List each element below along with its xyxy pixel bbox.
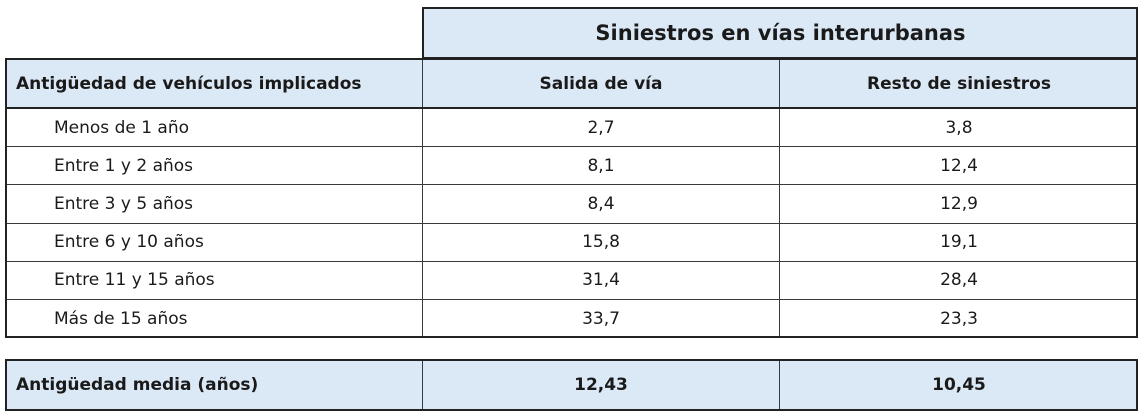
row-label: Entre 3 y 5 años xyxy=(5,184,422,223)
row-label: Más de 15 años xyxy=(5,299,422,338)
table-cell: 15,8 xyxy=(422,222,779,261)
table-cell: 3,8 xyxy=(779,108,1138,147)
table-cell: 12,9 xyxy=(779,184,1138,223)
table-cell: 8,4 xyxy=(422,184,779,223)
table-cell: 33,7 xyxy=(422,299,779,338)
column-header: Salida de vía xyxy=(422,58,779,108)
summary-label: Antigüedad media (años) xyxy=(5,359,422,410)
table-cell: 28,4 xyxy=(779,260,1138,299)
column-header: Antigüedad de vehículos implicados xyxy=(5,58,422,108)
table-title: Siniestros en vías interurbanas xyxy=(422,7,1138,58)
table-cell: 2,7 xyxy=(422,108,779,147)
summary-value: 10,45 xyxy=(779,359,1138,410)
row-label: Entre 1 y 2 años xyxy=(5,146,422,185)
table-cell: 8,1 xyxy=(422,146,779,185)
table-cell: 12,4 xyxy=(779,146,1138,185)
table-cell: 23,3 xyxy=(779,299,1138,338)
table-cell: 31,4 xyxy=(422,260,779,299)
row-label: Menos de 1 año xyxy=(5,108,422,147)
table-cell: 19,1 xyxy=(779,222,1138,261)
summary-value: 12,43 xyxy=(422,359,779,410)
column-header: Resto de siniestros xyxy=(779,58,1138,108)
row-label: Entre 6 y 10 años xyxy=(5,222,422,261)
row-label: Entre 11 y 15 años xyxy=(5,260,422,299)
